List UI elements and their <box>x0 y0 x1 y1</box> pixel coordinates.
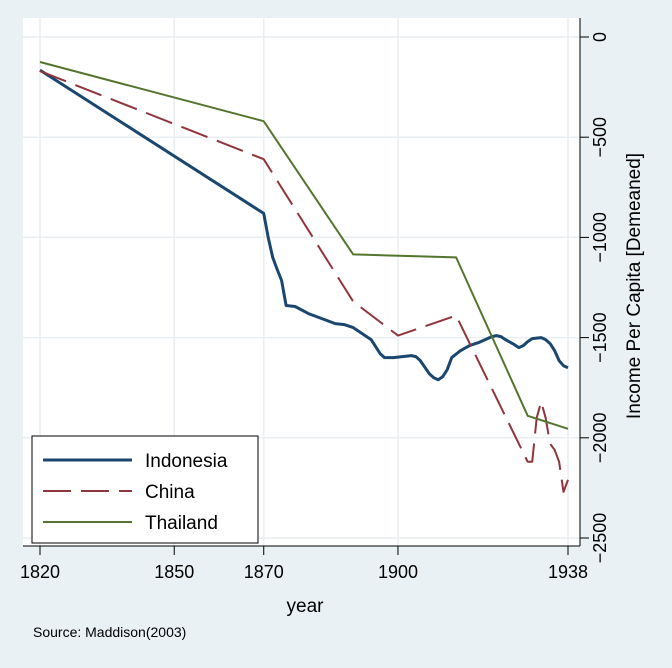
axes: 1820 1850 1870 1900 1938 0 −500 −1000 −1500 −2000… <box>20 18 610 582</box>
series-line-thailand <box>39 61 569 430</box>
y-axis-title: Income Per Capita [Demeaned] <box>624 153 645 419</box>
y-tick-label: −2500 <box>590 513 610 564</box>
x-tick-label: 1820 <box>20 562 60 582</box>
series-lines <box>39 61 569 493</box>
x-tick-label: 1938 <box>548 562 588 582</box>
y-tick-label: −1500 <box>590 312 610 363</box>
x-tick-label: 1850 <box>154 562 194 582</box>
series-line-indonesia <box>39 68 569 382</box>
y-tick-label: −2000 <box>590 413 610 464</box>
legend-box <box>31 435 259 544</box>
y-tick-label: 0 <box>590 32 610 42</box>
y-tick-label: −500 <box>590 117 610 158</box>
source-note: Source: Maddison(2003) <box>33 624 186 640</box>
legend: Indonesia China Thailand <box>31 435 259 544</box>
x-axis-title: year <box>287 596 325 617</box>
x-tick-label: 1900 <box>378 562 418 582</box>
legend-label-china: China <box>145 482 195 503</box>
legend-label-indonesia: Indonesia <box>145 451 228 472</box>
legend-label-thailand: Thailand <box>145 513 218 534</box>
y-tick-label: −1000 <box>590 212 610 263</box>
x-tick-label: 1870 <box>244 562 284 582</box>
